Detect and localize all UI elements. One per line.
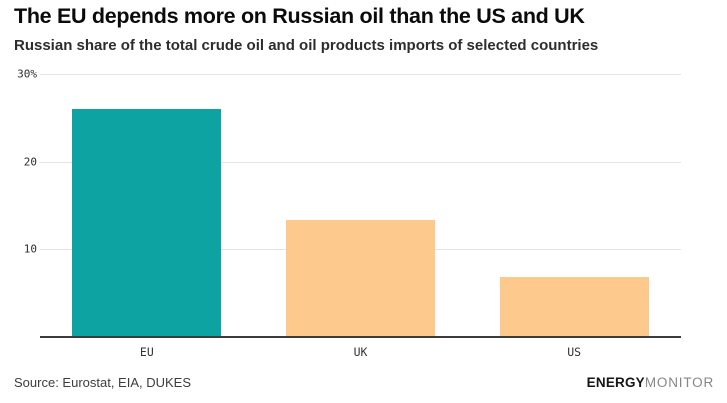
- y-tick-label-20: 20: [23, 155, 37, 169]
- gridline-20: [40, 161, 681, 163]
- bar-us: [499, 276, 649, 337]
- source-note: Source: Eurostat, EIA, DUKES: [14, 375, 192, 390]
- bar-eu: [72, 109, 222, 337]
- x-axis-line: [40, 336, 681, 338]
- x-category-label-eu: EU: [139, 345, 154, 359]
- gridline-30: [40, 74, 681, 75]
- chart-title: The EU depends more on Russian oil than …: [14, 4, 585, 28]
- logo-text-bold: ENERGY: [586, 375, 645, 390]
- y-tick-label-30: 30%: [17, 67, 37, 81]
- chart-subtitle: Russian share of the total crude oil and…: [14, 37, 599, 54]
- bar-uk: [286, 219, 435, 337]
- logo-text-light: MONITOR: [644, 375, 714, 390]
- energy-monitor-logo: ENERGYMONITOR: [587, 375, 714, 390]
- y-tick-label-10: 10: [23, 242, 37, 256]
- x-category-label-uk: UK: [353, 345, 368, 359]
- x-category-label-us: US: [567, 345, 582, 359]
